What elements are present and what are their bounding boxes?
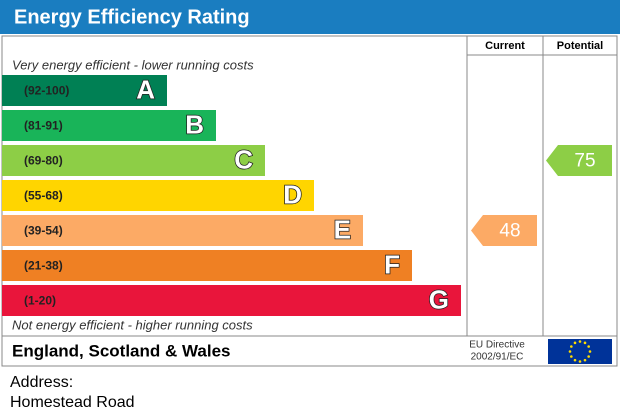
star [587,345,590,348]
band-range: (81-91) [24,119,63,133]
band-range: (55-68) [24,189,63,203]
directive: 2002/91/EC [471,352,524,363]
star [588,350,592,353]
band-letter: C [234,144,253,174]
band-letter: F [384,249,400,279]
star [573,358,577,362]
band-letter: D [283,179,302,209]
band-letter: E [334,214,351,244]
star [587,355,590,358]
title: Energy Efficiency Rating [14,6,250,28]
star [578,340,582,343]
band-letter: G [429,284,449,314]
eu-flag [548,339,612,364]
band-range: (92-100) [24,84,69,98]
star [583,358,587,362]
address-label: Address: [10,374,73,391]
band-range: (1-20) [24,294,56,308]
band [2,285,461,316]
band [2,215,363,246]
column-header: Potential [557,40,603,52]
band [2,145,265,176]
star [578,360,582,363]
rating-value: 48 [499,221,520,242]
rating-value: 75 [574,151,595,172]
star [573,341,577,345]
band [2,75,167,106]
address-line: Homestead Road [10,394,135,411]
directive: EU Directive [469,340,525,351]
bottom-note: Not energy efficient - higher running co… [12,317,253,332]
rating-arrow [471,215,537,246]
band-letter: A [136,74,155,104]
star [568,350,572,353]
band [2,250,412,281]
band-range: (39-54) [24,224,63,238]
star [583,341,587,345]
region: England, Scotland & Wales [12,341,231,360]
band [2,180,314,211]
rating-arrow [546,145,612,176]
top-note: Very energy efficient - lower running co… [12,57,254,72]
band-range: (69-80) [24,154,63,168]
column-header: Current [485,40,525,52]
band-range: (21-38) [24,259,63,273]
title-bar [0,0,620,34]
band [2,110,216,141]
star [570,355,573,358]
star [570,345,573,348]
band-letter: B [185,109,204,139]
